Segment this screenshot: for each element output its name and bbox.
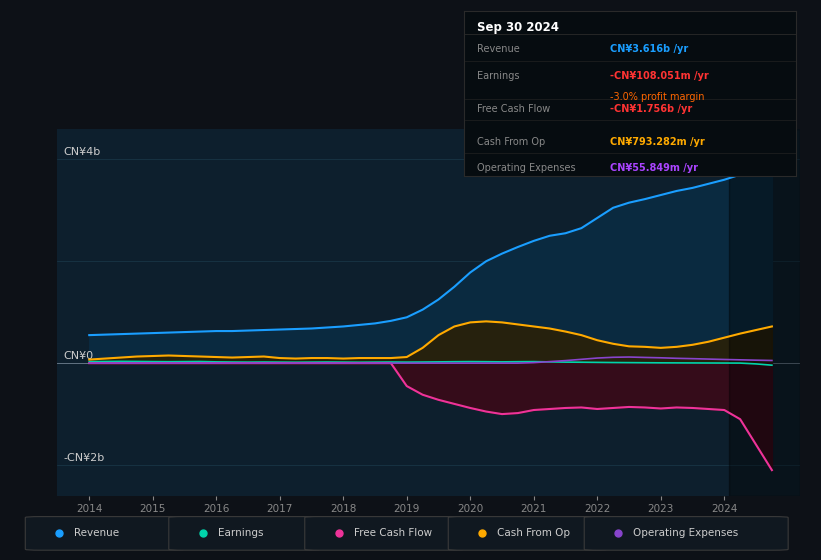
Text: CN¥0: CN¥0 [64, 351, 94, 361]
Text: Free Cash Flow: Free Cash Flow [477, 104, 550, 114]
Text: Operating Expenses: Operating Expenses [477, 163, 576, 173]
Text: Cash From Op: Cash From Op [477, 137, 545, 147]
FancyBboxPatch shape [305, 516, 463, 550]
Text: Operating Expenses: Operating Expenses [633, 529, 739, 538]
Text: -3.0% profit margin: -3.0% profit margin [610, 92, 704, 102]
FancyBboxPatch shape [448, 516, 607, 550]
Text: -CN¥108.051m /yr: -CN¥108.051m /yr [610, 71, 709, 81]
Bar [729, 129, 800, 496]
Text: -CN¥2b: -CN¥2b [64, 453, 105, 463]
Text: CN¥55.849m /yr: CN¥55.849m /yr [610, 163, 698, 173]
Text: Revenue: Revenue [75, 529, 120, 538]
FancyBboxPatch shape [25, 516, 184, 550]
Text: Earnings: Earnings [477, 71, 520, 81]
Text: Cash From Op: Cash From Op [498, 529, 571, 538]
Text: Sep 30 2024: Sep 30 2024 [477, 21, 559, 34]
Text: Revenue: Revenue [477, 44, 520, 54]
FancyBboxPatch shape [585, 516, 788, 550]
Text: CN¥4b: CN¥4b [64, 147, 101, 157]
Text: Free Cash Flow: Free Cash Flow [354, 529, 432, 538]
Text: CN¥793.282m /yr: CN¥793.282m /yr [610, 137, 705, 147]
Text: Earnings: Earnings [218, 529, 264, 538]
FancyBboxPatch shape [169, 516, 320, 550]
Text: CN¥3.616b /yr: CN¥3.616b /yr [610, 44, 689, 54]
Text: -CN¥1.756b /yr: -CN¥1.756b /yr [610, 104, 692, 114]
